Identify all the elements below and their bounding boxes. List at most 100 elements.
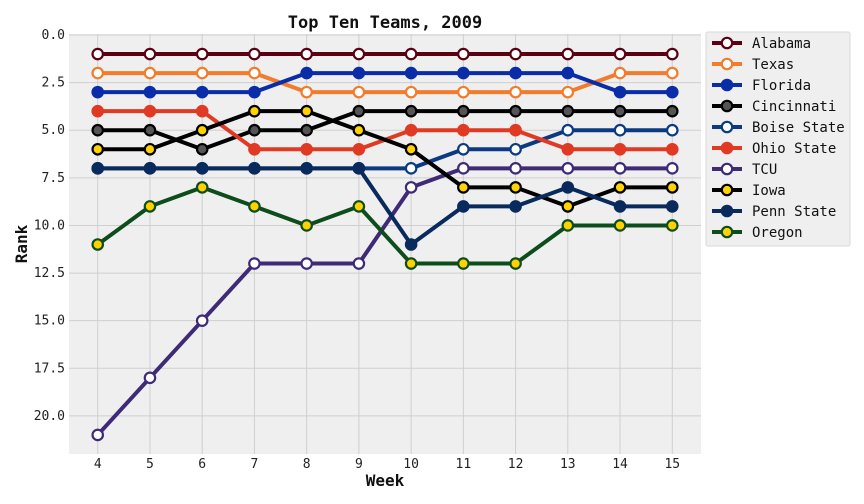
- series-line-penn-state: [95, 166, 675, 247]
- legend-label-iowa: Iowa: [752, 183, 786, 199]
- point-florida: [91, 85, 105, 99]
- point-penn-state: [404, 238, 418, 251]
- point-oregon: [457, 257, 470, 270]
- point-tcu: [143, 371, 157, 385]
- point-boise-state: [613, 123, 627, 137]
- point-oregon: [300, 219, 313, 232]
- point-alabama: [457, 47, 470, 61]
- point-penn-state: [195, 162, 209, 175]
- point-alabama: [300, 47, 313, 61]
- point-tcu: [613, 162, 627, 175]
- point-cincinnati: [457, 104, 470, 118]
- point-florida: [613, 85, 627, 99]
- point-texas: [300, 85, 313, 99]
- point-iowa: [665, 181, 679, 194]
- y-axis-title: Rank: [12, 224, 31, 263]
- y-tick-label: 7.5: [42, 171, 65, 186]
- y-tick-label: 5.0: [42, 123, 65, 138]
- point-oregon: [195, 181, 209, 194]
- x-tick-label: 10: [403, 457, 419, 472]
- y-tick-label: 15.0: [34, 314, 65, 329]
- point-tcu: [561, 162, 575, 175]
- point-ohio-state: [561, 142, 575, 156]
- point-tcu: [404, 181, 418, 194]
- point-ohio-state: [352, 142, 366, 156]
- legend: Alabama Texas Florida Cincinnati Boise State…: [705, 31, 851, 247]
- point-texas: [561, 85, 575, 99]
- y-tick-label: 12.5: [34, 266, 65, 281]
- legend-label-tcu: TCU: [752, 162, 777, 178]
- point-texas: [143, 66, 157, 80]
- x-tick-label: 15: [664, 457, 680, 472]
- point-alabama: [561, 47, 575, 61]
- legend-marker-penn-state: [720, 204, 734, 218]
- point-penn-state: [352, 162, 366, 175]
- series-line-iowa: [95, 109, 675, 209]
- point-florida: [561, 66, 575, 80]
- point-boise-state: [665, 123, 679, 137]
- plot-background: [69, 34, 701, 454]
- point-boise-state: [457, 142, 470, 156]
- point-ohio-state: [248, 142, 261, 156]
- point-alabama: [404, 47, 418, 61]
- x-tick-label: 12: [508, 457, 524, 472]
- point-texas: [248, 66, 261, 80]
- point-alabama: [665, 47, 679, 61]
- x-tick-label: 7: [251, 457, 259, 472]
- point-oregon: [509, 257, 522, 270]
- legend-marker-texas: [720, 57, 734, 71]
- legend-marker-ohio-state: [720, 141, 734, 155]
- point-penn-state: [457, 200, 470, 213]
- point-penn-state: [300, 162, 313, 175]
- x-tick-label: 5: [146, 457, 154, 472]
- x-tick-label: 9: [355, 457, 363, 472]
- series-line-tcu: [95, 166, 675, 437]
- point-alabama: [352, 47, 366, 61]
- point-iowa: [91, 142, 105, 156]
- legend-marker-florida: [720, 78, 734, 92]
- point-cincinnati: [300, 123, 313, 137]
- series-line-cincinnati: [95, 109, 675, 152]
- point-florida: [352, 66, 366, 80]
- point-texas: [195, 66, 209, 80]
- series-lines: [91, 47, 679, 442]
- x-tick-label: 4: [94, 457, 102, 472]
- point-iowa: [509, 181, 522, 194]
- point-cincinnati: [352, 104, 366, 118]
- legend-marker-tcu: [720, 162, 734, 176]
- point-iowa: [248, 104, 261, 118]
- legend-label-oregon: Oregon: [752, 225, 803, 241]
- point-iowa: [613, 181, 627, 194]
- y-tick-label: 2.5: [42, 76, 65, 91]
- point-cincinnati: [143, 123, 157, 137]
- point-cincinnati: [91, 123, 105, 137]
- point-cincinnati: [404, 104, 418, 118]
- point-boise-state: [404, 162, 418, 175]
- point-iowa: [404, 142, 418, 156]
- point-florida: [665, 85, 679, 99]
- y-tick-label: 20.0: [34, 409, 65, 424]
- point-florida: [195, 85, 209, 99]
- point-texas: [352, 85, 366, 99]
- x-tick-label: 11: [456, 457, 472, 472]
- legend-label-cincinnati: Cincinnati: [752, 99, 836, 115]
- y-tick-label: 10.0: [34, 218, 65, 233]
- x-tick-label: 8: [303, 457, 311, 472]
- point-cincinnati: [665, 104, 679, 118]
- point-oregon: [613, 219, 627, 232]
- legend-marker-oregon: [720, 225, 734, 239]
- point-ohio-state: [404, 123, 418, 137]
- point-texas: [509, 85, 522, 99]
- point-tcu: [91, 428, 105, 442]
- point-florida: [404, 66, 418, 80]
- point-boise-state: [509, 142, 522, 156]
- series-line-florida: [95, 71, 675, 95]
- point-cincinnati: [509, 104, 522, 118]
- point-penn-state: [143, 162, 157, 175]
- point-penn-state: [613, 200, 627, 213]
- point-texas: [665, 66, 679, 80]
- point-ohio-state: [300, 142, 313, 156]
- point-tcu: [457, 162, 470, 175]
- point-florida: [509, 66, 522, 80]
- x-tick-label: 14: [612, 457, 628, 472]
